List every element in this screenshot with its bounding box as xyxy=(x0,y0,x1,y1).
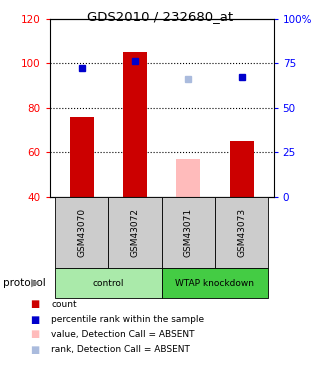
Bar xyxy=(176,159,200,197)
Text: WTAP knockdown: WTAP knockdown xyxy=(175,279,254,288)
Bar xyxy=(70,117,94,197)
Text: ■: ■ xyxy=(30,315,40,324)
Text: ▶: ▶ xyxy=(31,278,40,288)
Text: ■: ■ xyxy=(30,345,40,354)
Text: protocol: protocol xyxy=(3,278,46,288)
FancyBboxPatch shape xyxy=(108,197,162,268)
Bar xyxy=(123,52,147,197)
Text: GSM43071: GSM43071 xyxy=(184,208,193,257)
Text: ■: ■ xyxy=(30,330,40,339)
FancyBboxPatch shape xyxy=(162,197,215,268)
FancyBboxPatch shape xyxy=(55,197,108,268)
Text: GSM43073: GSM43073 xyxy=(237,208,246,257)
Text: rank, Detection Call = ABSENT: rank, Detection Call = ABSENT xyxy=(51,345,190,354)
FancyBboxPatch shape xyxy=(162,268,268,298)
Text: percentile rank within the sample: percentile rank within the sample xyxy=(51,315,204,324)
Text: GSM43070: GSM43070 xyxy=(77,208,86,257)
Bar xyxy=(230,141,254,197)
Text: value, Detection Call = ABSENT: value, Detection Call = ABSENT xyxy=(51,330,195,339)
Text: control: control xyxy=(92,279,124,288)
Text: GSM43072: GSM43072 xyxy=(131,208,140,257)
Text: count: count xyxy=(51,300,77,309)
FancyBboxPatch shape xyxy=(215,197,268,268)
Text: GDS2010 / 232680_at: GDS2010 / 232680_at xyxy=(87,10,233,24)
Text: ■: ■ xyxy=(30,300,40,309)
FancyBboxPatch shape xyxy=(55,268,162,298)
